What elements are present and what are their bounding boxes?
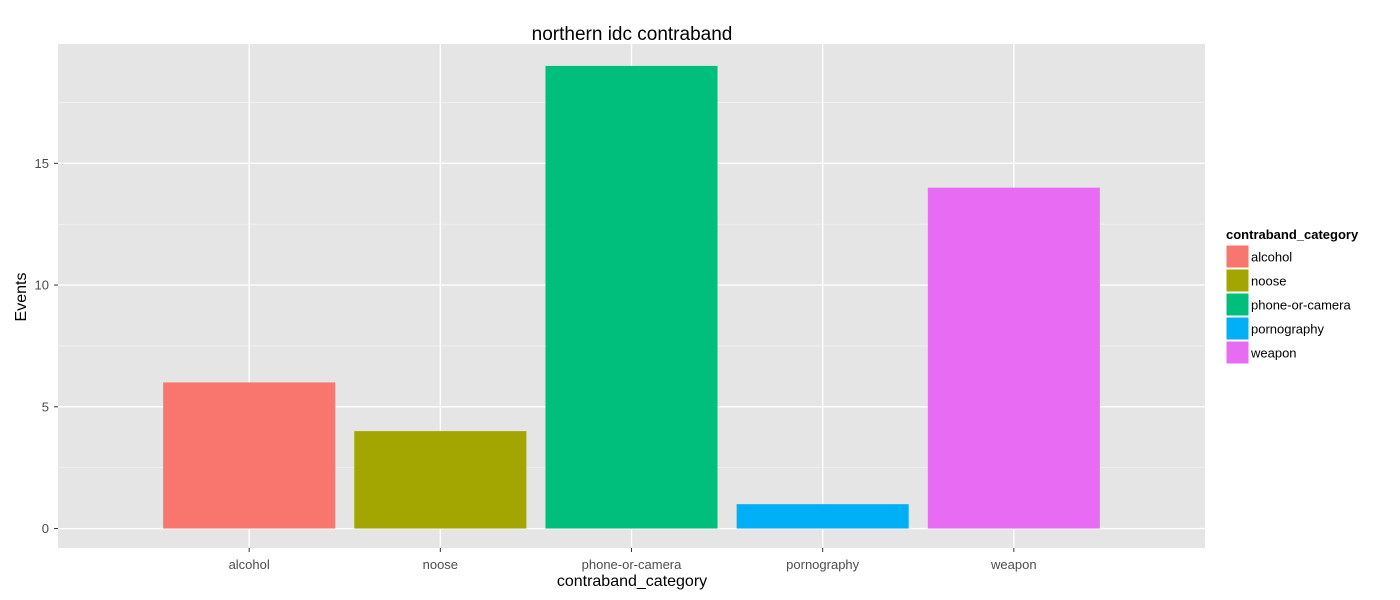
y-axis: 0 5 10 15	[35, 156, 58, 536]
legend-title: contraband_category	[1226, 227, 1359, 242]
bar-pornography	[736, 504, 909, 529]
y-tick-label: 10	[35, 278, 49, 293]
bar-noose	[354, 431, 527, 529]
x-tick-label: noose	[423, 557, 458, 572]
bar-weapon	[927, 187, 1100, 529]
x-tick-label: pornography	[786, 557, 859, 572]
y-axis-title: Events	[13, 273, 30, 322]
bars	[163, 65, 1100, 529]
chart-title: northern idc contraband	[532, 24, 733, 45]
y-tick-label: 5	[42, 399, 49, 414]
x-axis: alcohol noose phone-or-camera pornography we…	[229, 548, 1037, 572]
legend-key-weapon	[1225, 340, 1250, 365]
legend-label-weapon: weapon	[1250, 346, 1297, 361]
bar-phone-or-camera	[545, 65, 718, 529]
legend-key-alcohol	[1225, 244, 1250, 269]
legend: contraband_category alcohol noose phone-or…	[1225, 227, 1359, 365]
bar-alcohol	[163, 382, 336, 529]
x-tick-label: phone-or-camera	[582, 557, 682, 572]
y-tick-label: 15	[35, 156, 49, 171]
x-tick-label: alcohol	[229, 557, 270, 572]
legend-label-noose: noose	[1251, 274, 1286, 289]
legend-key-phone-or-camera	[1225, 292, 1250, 317]
x-axis-title: contraband_category	[557, 573, 707, 590]
legend-key-pornography	[1225, 316, 1250, 341]
legend-label-phone-or-camera: phone-or-camera	[1251, 298, 1351, 313]
legend-label-alcohol: alcohol	[1251, 250, 1292, 265]
y-tick-label: 0	[42, 521, 49, 536]
x-tick-label: weapon	[990, 557, 1037, 572]
legend-label-pornography: pornography	[1251, 322, 1324, 337]
legend-key-noose	[1225, 268, 1250, 293]
